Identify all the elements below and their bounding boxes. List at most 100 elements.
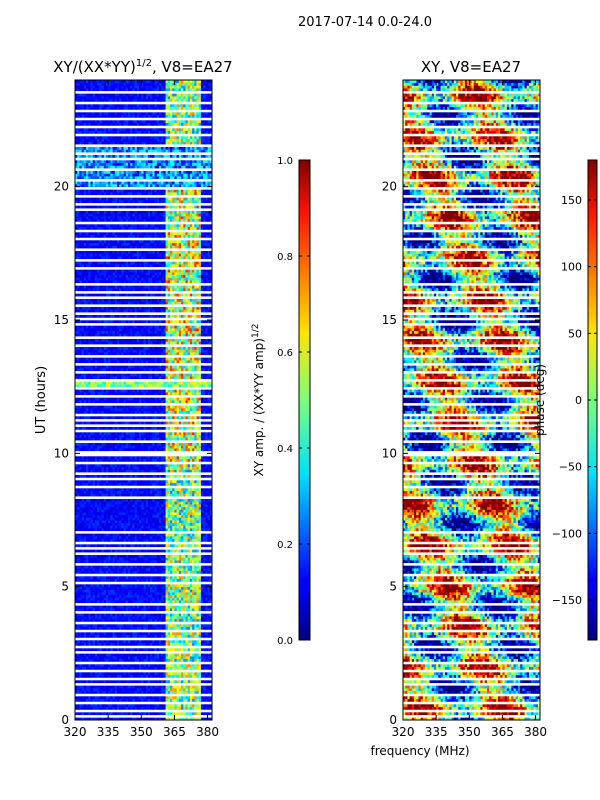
left-cell [83, 592, 87, 596]
left-cell [178, 616, 182, 620]
left-cell [172, 704, 175, 708]
left-cell [183, 512, 186, 516]
left-cell [165, 469, 169, 473]
left-cell [121, 442, 125, 446]
left-cell [200, 698, 204, 702]
left-cell [119, 586, 122, 590]
left-cell [185, 570, 189, 574]
left-cell [174, 674, 178, 678]
left-cell [163, 493, 166, 497]
left-cell [128, 445, 131, 449]
left-cell [161, 466, 164, 470]
left-cell [165, 565, 169, 569]
left-cell [170, 653, 173, 657]
left-cell [178, 434, 182, 438]
left-cell [152, 578, 155, 582]
left-cell [187, 717, 191, 720]
left-cell [196, 501, 200, 505]
left-cell [116, 605, 120, 609]
left-cell [172, 525, 175, 529]
left-cell [88, 589, 91, 593]
left-cell [152, 592, 155, 596]
left-cell [123, 506, 127, 510]
left-cell [110, 632, 113, 636]
left-cell [176, 597, 180, 601]
left-cell [101, 664, 105, 668]
left-cell [167, 504, 171, 508]
left-cell [97, 506, 100, 510]
left-cell [119, 584, 122, 588]
left-cell [176, 608, 180, 612]
left-cell [103, 706, 107, 710]
left-cell [178, 448, 182, 452]
left-cell [161, 613, 164, 617]
left-cell [174, 533, 178, 537]
left-cell [145, 434, 149, 438]
left-cell [94, 557, 98, 561]
left-cell [130, 448, 133, 452]
left-cell [134, 672, 138, 676]
left-cell [136, 466, 140, 470]
left-cell [116, 698, 120, 702]
left-cell [130, 690, 133, 694]
left-cell [163, 525, 166, 529]
left-cell [77, 458, 80, 462]
left-cell [207, 600, 211, 604]
left-cell [145, 469, 149, 473]
left-cell [136, 624, 140, 628]
left-cell [136, 522, 140, 526]
left-cell [209, 421, 212, 425]
left-cell [97, 448, 100, 452]
left-cell [163, 538, 166, 542]
left-cell [97, 626, 100, 630]
left-cell [134, 488, 138, 492]
left-cell [174, 421, 178, 425]
left-cell [108, 544, 111, 548]
left-cell [156, 568, 160, 572]
left-cell [154, 685, 158, 689]
left-cell [183, 624, 186, 628]
left-cell [86, 648, 89, 652]
left-cell [187, 474, 191, 478]
left-cell [123, 653, 127, 657]
left-cell [163, 522, 166, 526]
left-cell [134, 594, 138, 598]
left-cell [178, 517, 182, 521]
left-cell [170, 536, 173, 540]
left-cell [130, 653, 133, 657]
left-cell [83, 520, 87, 524]
left-cell [143, 680, 147, 684]
left-cell [92, 421, 96, 425]
left-cell [207, 688, 211, 692]
left-cell [125, 672, 129, 676]
left-cell [75, 706, 78, 710]
left-cell [128, 514, 131, 518]
left-cell [114, 533, 118, 537]
left-cell [156, 706, 160, 710]
left-cell [167, 554, 171, 558]
left-cell [181, 626, 184, 630]
left-cell [99, 613, 102, 617]
left-cell [94, 658, 98, 662]
left-cell [170, 690, 173, 694]
left-cell [143, 664, 147, 668]
left-cell [81, 493, 85, 497]
left-cell [141, 688, 144, 692]
left-cell [88, 626, 91, 630]
left-cell [94, 544, 98, 548]
left-cell [123, 706, 127, 710]
left-cell [121, 544, 125, 548]
left-cell [136, 434, 140, 438]
left-cell [81, 658, 85, 662]
left-cell [147, 698, 151, 702]
left-cell [110, 592, 113, 596]
left-cell [97, 464, 100, 468]
left-cell [128, 528, 131, 532]
left-cell [174, 528, 178, 532]
left-cell [181, 549, 184, 553]
left-cell [83, 594, 87, 598]
left-cell [158, 488, 162, 492]
left-cell [187, 458, 191, 462]
left-cell [83, 480, 87, 484]
left-cell [194, 570, 197, 574]
